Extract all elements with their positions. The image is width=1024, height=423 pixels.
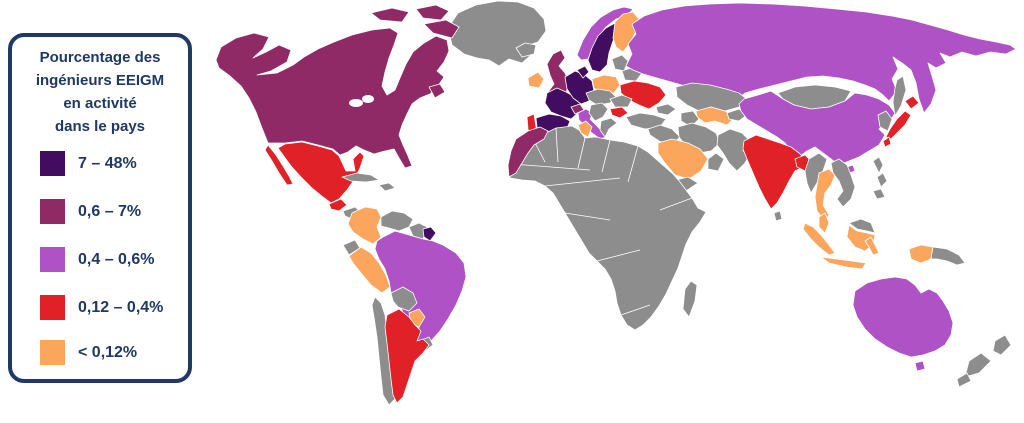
country-greenland bbox=[447, 0, 547, 67]
country-french-guiana bbox=[422, 226, 437, 242]
country-sulawesi bbox=[864, 236, 880, 256]
africa-internal-borders bbox=[511, 127, 693, 316]
legend-label: < 0,12% bbox=[78, 343, 138, 361]
legend-label: 7 – 48% bbox=[78, 154, 137, 172]
country-japan bbox=[882, 95, 920, 148]
legend-box: Pourcentage des ingénieurs EEIGM en acti… bbox=[8, 33, 192, 383]
country-madagascar bbox=[682, 280, 698, 318]
country-ireland bbox=[527, 71, 545, 89]
country-russia bbox=[625, 2, 1017, 114]
country-gulf-oman bbox=[707, 152, 725, 172]
country-poland bbox=[591, 74, 621, 94]
country-bolivia bbox=[390, 286, 418, 312]
country-china bbox=[738, 90, 896, 166]
legend-label: 0,4 – 0,6% bbox=[78, 250, 155, 268]
country-java bbox=[820, 256, 867, 270]
legend-entry: 0,12 – 0,4% bbox=[40, 295, 163, 320]
legend-swatch-c2 bbox=[40, 199, 65, 224]
country-sakhalin bbox=[892, 75, 907, 117]
country-finland bbox=[612, 11, 640, 53]
country-guatemala bbox=[328, 198, 348, 212]
country-balkans bbox=[588, 102, 609, 122]
legend-entry: 0,6 – 7% bbox=[40, 199, 141, 224]
country-indochina bbox=[830, 158, 856, 208]
country-kazakhstan bbox=[675, 82, 748, 112]
legend-swatch-c3 bbox=[40, 247, 65, 272]
country-philippines bbox=[872, 156, 888, 200]
country-papua-new-guinea bbox=[930, 246, 966, 266]
legend-title-line: ingénieurs EEIGM bbox=[35, 72, 165, 89]
legend-label: 0,12 – 0,4% bbox=[78, 298, 164, 316]
country-denmark bbox=[576, 65, 590, 79]
legend-entry: 0,4 – 0,6% bbox=[40, 247, 155, 272]
great-lakes bbox=[362, 95, 374, 103]
legend-entry: 7 – 48% bbox=[40, 151, 137, 176]
country-tunisia bbox=[577, 120, 593, 138]
great-lakes bbox=[349, 99, 363, 107]
country-greece bbox=[599, 117, 618, 138]
legend-title-line: en activité bbox=[63, 95, 137, 112]
country-iceland bbox=[515, 42, 537, 58]
region-africa bbox=[509, 125, 707, 331]
country-sumatra bbox=[802, 222, 836, 256]
legend-label: 0,6 – 7% bbox=[78, 202, 142, 220]
legend-swatch-c1 bbox=[40, 151, 65, 176]
country-hispaniola bbox=[378, 182, 396, 192]
country-argentina bbox=[384, 308, 430, 404]
country-uzbekistan bbox=[695, 106, 736, 126]
country-canada-usa bbox=[215, 4, 460, 169]
country-korea bbox=[877, 110, 893, 132]
country-turkey bbox=[625, 112, 667, 130]
country-colombia bbox=[347, 206, 382, 245]
country-saudi-arabia bbox=[657, 138, 709, 180]
country-malaysia bbox=[818, 212, 830, 234]
country-venezuela bbox=[380, 210, 414, 232]
legend-title: Pourcentage des ingénieurs EEIGM en acti… bbox=[12, 46, 188, 138]
country-caucasus bbox=[655, 103, 677, 116]
country-west-papua bbox=[908, 244, 934, 264]
country-morocco bbox=[507, 126, 549, 178]
country-romania bbox=[609, 94, 633, 108]
legend-title-line: Pourcentage des bbox=[39, 49, 161, 66]
legend-entry: < 0,12% bbox=[40, 340, 137, 365]
country-tasmania bbox=[914, 360, 926, 372]
country-india bbox=[742, 134, 806, 210]
country-baltics bbox=[611, 54, 629, 72]
country-new-zealand bbox=[956, 334, 1012, 388]
country-sri-lanka bbox=[773, 210, 783, 222]
country-australia bbox=[852, 276, 954, 358]
country-cuba bbox=[341, 172, 380, 183]
country-turkmenistan bbox=[680, 110, 700, 128]
country-bulgaria bbox=[609, 106, 629, 119]
legend-swatch-c4 bbox=[40, 295, 65, 320]
legend-title-line: dans le pays bbox=[54, 118, 146, 135]
legend-swatch-c5 bbox=[40, 340, 65, 365]
country-borneo-malaysia bbox=[848, 218, 876, 234]
